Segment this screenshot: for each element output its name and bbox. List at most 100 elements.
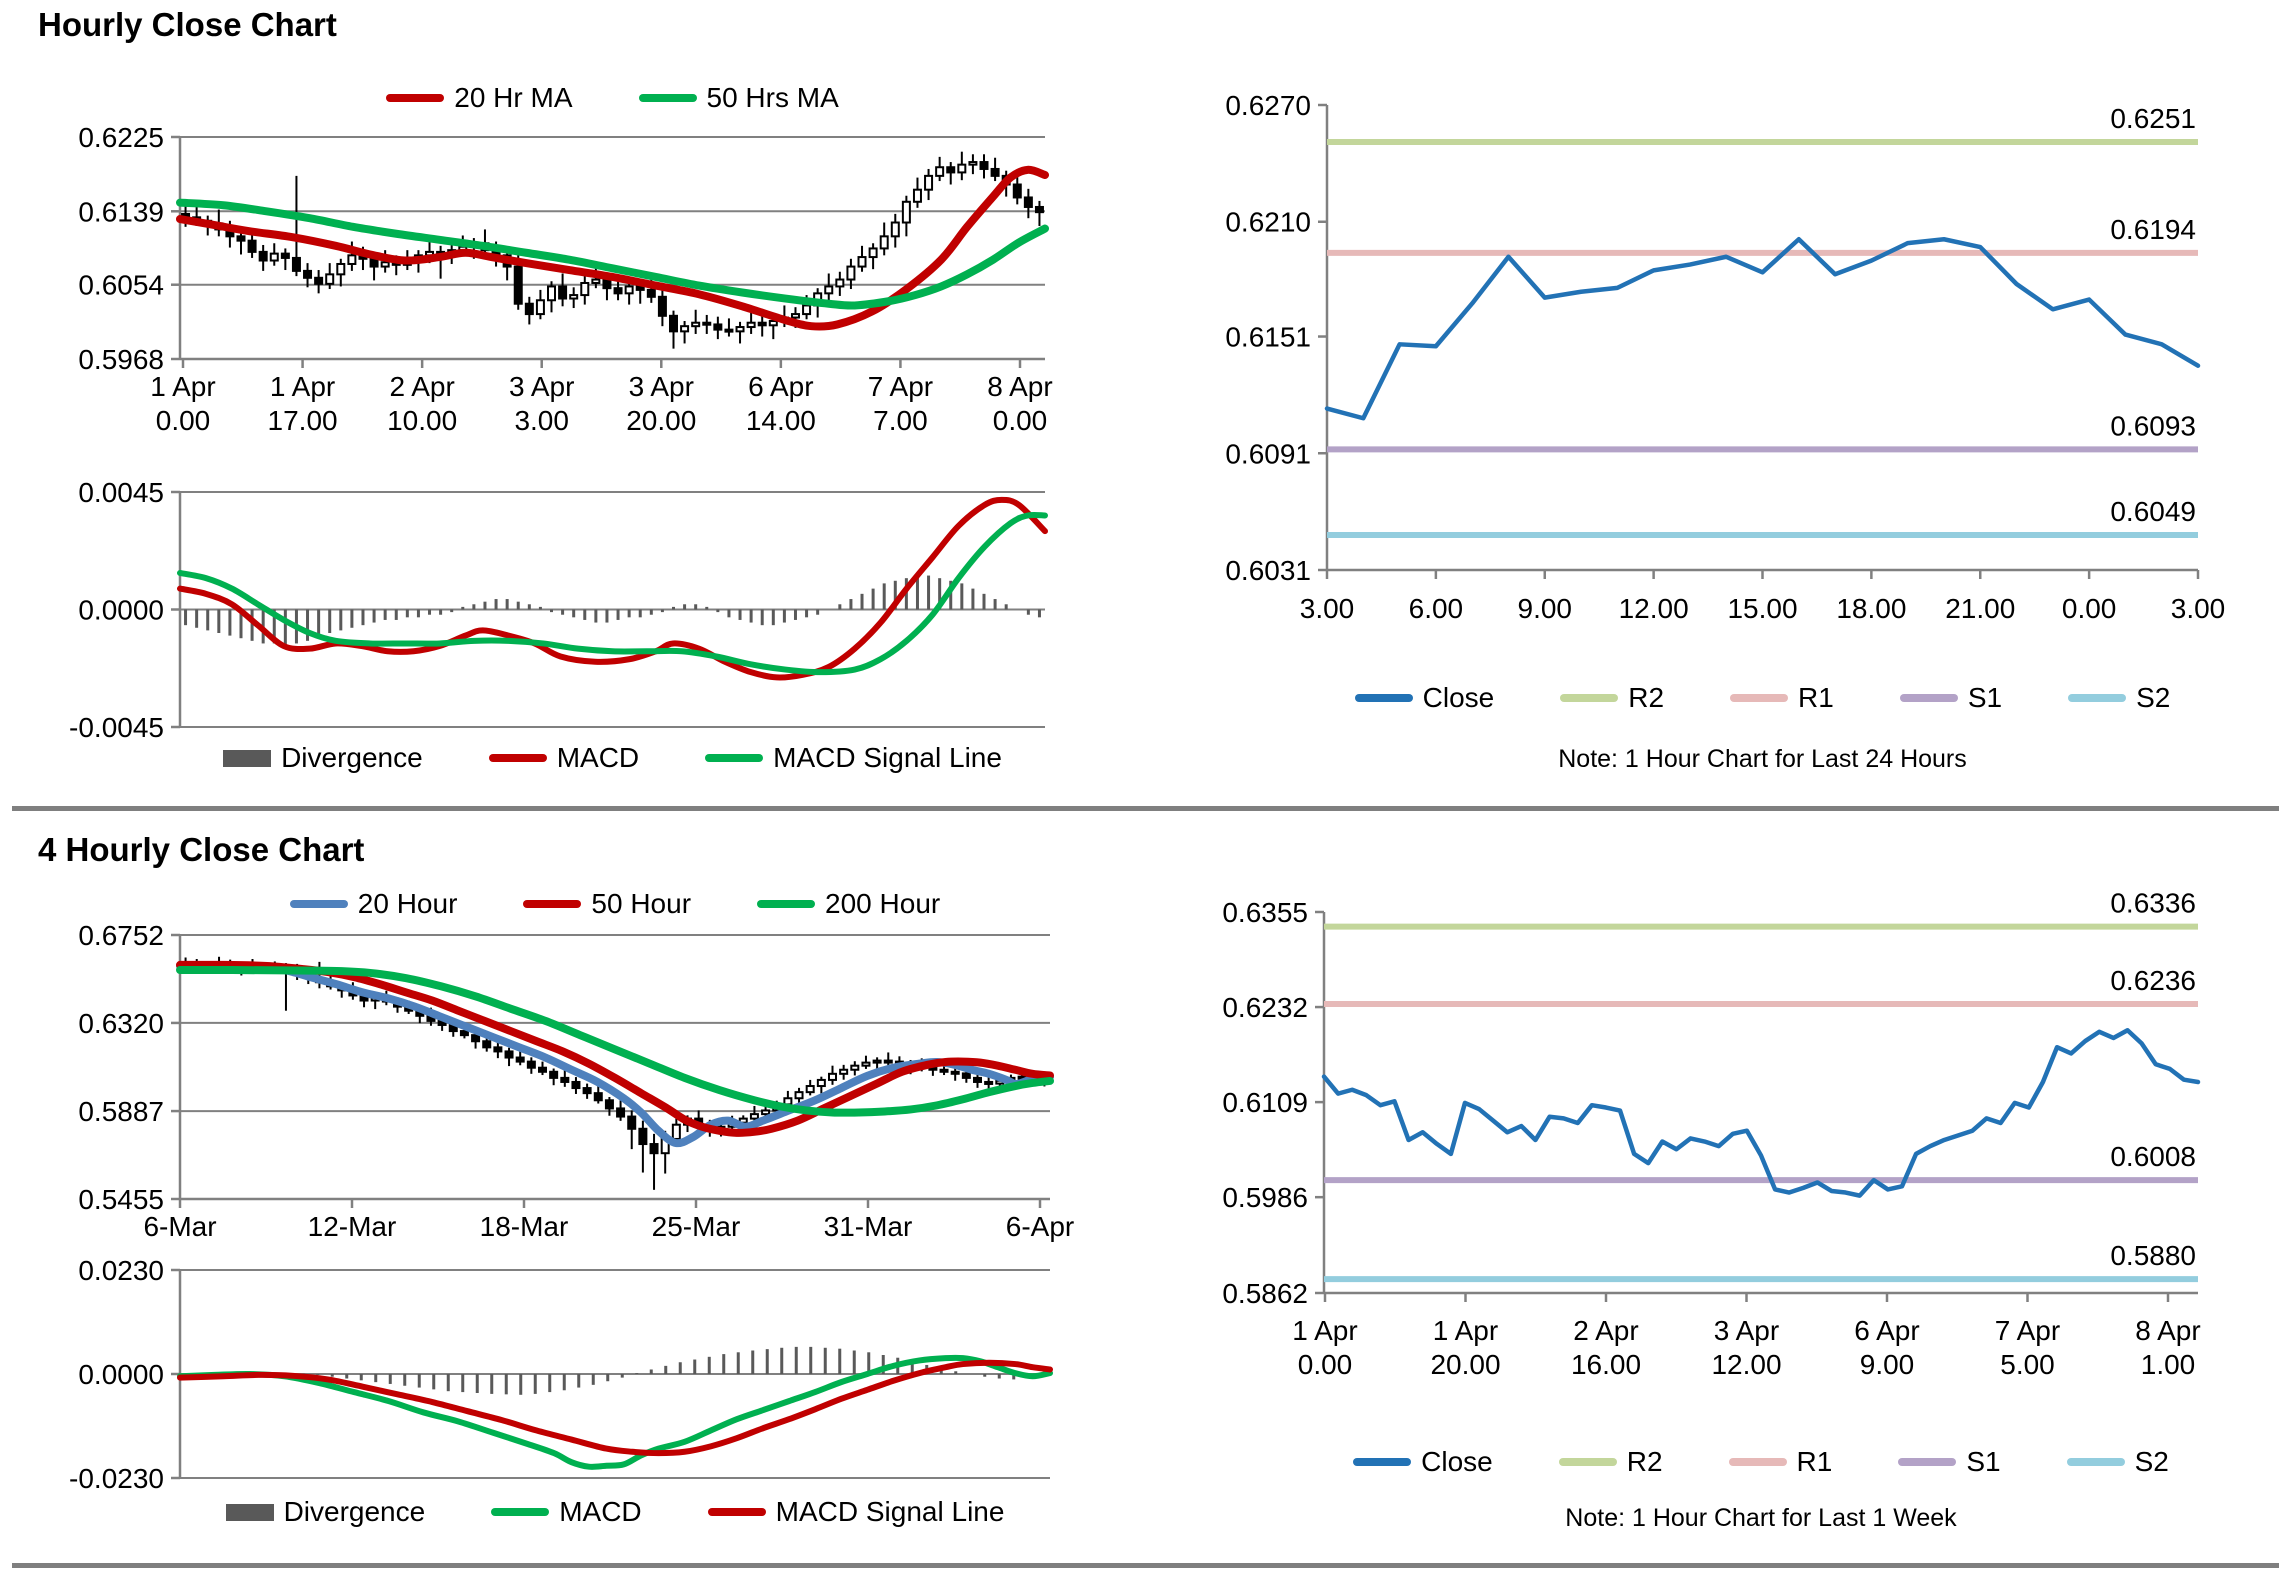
x-tick-label: 1 Apr bbox=[270, 371, 335, 402]
candle-body bbox=[957, 163, 967, 174]
legend-fourhourly-macd: Divergence MACD MACD Signal Line bbox=[180, 1496, 1050, 1528]
candle-body bbox=[824, 285, 834, 295]
candle-body bbox=[749, 1113, 759, 1120]
legend-label: 20 Hr MA bbox=[454, 82, 573, 113]
x-tick-label: 9.00 bbox=[1860, 1349, 1915, 1380]
candle-body bbox=[850, 1064, 860, 1071]
candle-body bbox=[671, 1123, 681, 1140]
candle-body bbox=[471, 1034, 481, 1043]
x-tick-label: 10.00 bbox=[387, 405, 457, 436]
candle-body bbox=[269, 252, 279, 262]
x-tick-label: 31-Mar bbox=[824, 1211, 913, 1242]
series-macd-signal-line bbox=[177, 1359, 1053, 1457]
y-tick-label: 0.5862 bbox=[1222, 1278, 1308, 1309]
candle-body bbox=[828, 1072, 837, 1081]
candle-body bbox=[526, 1060, 536, 1069]
legend-hourly-levels: Close R2 R1 S1 S2 bbox=[1327, 682, 2198, 714]
legend-swatch-s2 bbox=[2068, 694, 2127, 702]
legend-item: S2 bbox=[2068, 682, 2170, 714]
y-tick-label: 0.6320 bbox=[78, 1008, 164, 1039]
legend-item: R1 bbox=[1728, 1446, 1832, 1478]
candle-body bbox=[846, 265, 856, 281]
fourhourly-section-title: 4 Hourly Close Chart bbox=[38, 831, 365, 868]
x-tick-label: 25-Mar bbox=[652, 1211, 741, 1242]
candle-body bbox=[901, 200, 911, 224]
x-tick-label: 3 Apr bbox=[629, 371, 694, 402]
x-tick-label: 21.00 bbox=[1945, 593, 2015, 624]
legend-item: S2 bbox=[2066, 1446, 2169, 1478]
legend-label: MACD Signal Line bbox=[775, 1496, 1005, 1527]
candle-body bbox=[624, 285, 634, 295]
candle-body bbox=[593, 1092, 603, 1102]
legend-label: R1 bbox=[1798, 682, 1834, 713]
x-tick-label: 6.00 bbox=[1409, 593, 1464, 624]
candle-body bbox=[247, 239, 257, 253]
candle-body bbox=[924, 174, 934, 191]
series-20-hr-ma bbox=[176, 165, 1049, 331]
legend-label: Divergence bbox=[283, 1496, 426, 1527]
x-tick-label: 8 Apr bbox=[987, 371, 1052, 402]
close-line bbox=[1324, 236, 2201, 421]
legend-item: R2 bbox=[1560, 682, 1664, 714]
candle-body bbox=[835, 278, 845, 288]
candle-body bbox=[1023, 196, 1033, 208]
series-50-hour bbox=[176, 960, 1054, 1137]
legend-item: Divergence bbox=[223, 742, 423, 774]
legend-hourly-macd: Divergence MACD MACD Signal Line bbox=[180, 742, 1045, 774]
candle-body bbox=[839, 1068, 849, 1075]
candle-body bbox=[504, 1050, 514, 1059]
legend-item: 50 Hrs MA bbox=[638, 82, 839, 114]
series-macd bbox=[177, 1354, 1053, 1470]
candle-body bbox=[638, 1127, 648, 1146]
candle-body bbox=[872, 1059, 882, 1064]
candle-body bbox=[950, 1070, 960, 1075]
candle-body bbox=[314, 276, 324, 285]
candle-body bbox=[816, 1078, 826, 1088]
y-tick-label: 0.6151 bbox=[1225, 322, 1311, 353]
x-tick-label: 2 Apr bbox=[389, 371, 454, 402]
legend-item: 200 Hour bbox=[757, 888, 940, 920]
candle-body bbox=[973, 1076, 982, 1083]
candle-body bbox=[961, 1072, 971, 1079]
candle-body bbox=[535, 299, 545, 316]
candle-body bbox=[857, 256, 867, 268]
candle-body bbox=[325, 273, 335, 285]
page-bottom-divider bbox=[12, 1563, 2279, 1568]
candle-body bbox=[627, 1115, 637, 1130]
x-tick-label: 20.00 bbox=[626, 405, 696, 436]
legend-swatch-macd-signal-line bbox=[707, 1508, 766, 1516]
x-tick-label: 3.00 bbox=[514, 405, 569, 436]
section-divider bbox=[12, 806, 2279, 811]
candle-body bbox=[979, 161, 989, 170]
hourly_levels-chart: 0.6270 0.6210 0.6151 0.6091 0.6031 3.00 6.00 9.… bbox=[1225, 90, 2225, 624]
y-tick-label: -0.0045 bbox=[69, 712, 164, 743]
level-label-r1: 0.6236 bbox=[2110, 965, 2196, 996]
candle-body bbox=[984, 1080, 994, 1085]
x-tick-label: 15.00 bbox=[1727, 593, 1797, 624]
x-tick-label: 0.00 bbox=[2062, 593, 2117, 624]
x-tick-label: 12.00 bbox=[1711, 1349, 1781, 1380]
candle-body bbox=[649, 1143, 659, 1155]
legend-item: MACD bbox=[488, 742, 639, 774]
legend-item: S1 bbox=[1899, 682, 2002, 714]
y-tick-label: 0.0230 bbox=[78, 1255, 164, 1286]
x-tick-label: 7 Apr bbox=[868, 371, 933, 402]
candle-body bbox=[347, 254, 357, 265]
legend-label: Close bbox=[1422, 682, 1495, 713]
legend-swatch-divergence bbox=[225, 1503, 274, 1521]
legend-label: S1 bbox=[1966, 1446, 2001, 1477]
y-tick-label: -0.0230 bbox=[69, 1463, 164, 1494]
legend-swatch-close bbox=[1354, 694, 1413, 702]
level-label-r2: 0.6336 bbox=[2110, 888, 2196, 919]
y-tick-label: 0.6752 bbox=[78, 920, 164, 951]
x-tick-label: 0.00 bbox=[156, 405, 211, 436]
y-tick-label: 0.5986 bbox=[1222, 1182, 1308, 1213]
legend-swatch-macd bbox=[491, 1508, 550, 1516]
candle-body bbox=[724, 328, 734, 333]
candle-body bbox=[768, 319, 778, 327]
candle-body bbox=[883, 1059, 893, 1064]
x-tick-label: 1 Apr bbox=[1433, 1315, 1498, 1346]
candle-body bbox=[668, 314, 678, 333]
